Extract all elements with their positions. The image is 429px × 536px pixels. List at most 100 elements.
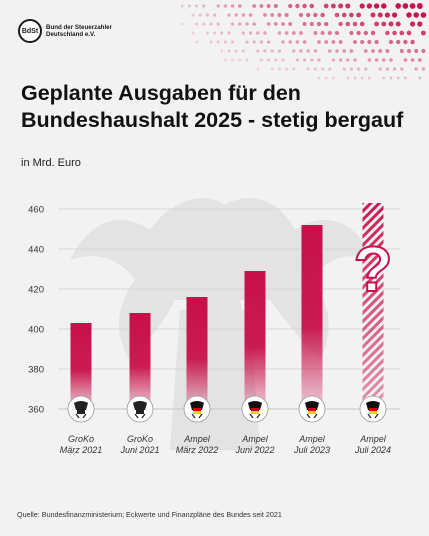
bar-rect [186, 297, 208, 409]
decor-dot [367, 39, 372, 45]
x-tick-label: Ampel [298, 434, 326, 444]
decor-dot [385, 67, 390, 71]
decor-dot [316, 21, 322, 27]
decor-dot [248, 13, 253, 17]
decor-dot [220, 31, 224, 35]
x-tick-label: Juli 2024 [354, 445, 391, 455]
x-tick-label: März 2021 [60, 445, 103, 455]
decor-dot [256, 31, 260, 35]
decor-dot [298, 12, 304, 18]
decor-dot [306, 67, 310, 71]
decor-dot [241, 13, 246, 17]
decor-dot [234, 49, 238, 53]
decor-dot [274, 58, 278, 62]
decor-dot [195, 4, 199, 8]
y-tick-label: 380 [28, 365, 44, 376]
decor-dot [317, 76, 321, 80]
decor-dot [381, 3, 387, 9]
decor-dot [191, 13, 195, 17]
decor-dot [346, 58, 350, 62]
decor-dot [216, 40, 220, 44]
federal-eagle-icon [67, 395, 95, 423]
decor-dot [266, 22, 271, 26]
bar-4 [301, 225, 323, 409]
decor-dot [349, 67, 353, 71]
decor-dot [270, 67, 274, 71]
decor-dot [403, 39, 408, 45]
decor-dot [285, 67, 289, 71]
decor-dot [259, 4, 264, 8]
decor-dot [328, 67, 332, 71]
decor-dot [363, 49, 368, 53]
decor-dot [349, 30, 354, 36]
decor-dot [241, 31, 246, 35]
decor-dot [263, 49, 267, 53]
decor-dot [410, 39, 415, 45]
decor-dot [353, 58, 357, 62]
decor-dot [263, 31, 267, 35]
decor-dot [248, 31, 253, 35]
decor-dot [223, 4, 228, 8]
decor-dot [209, 22, 213, 26]
decor-dot [360, 76, 364, 80]
decor-dot [252, 40, 256, 44]
decor-dot [345, 21, 351, 27]
decor-dot [320, 31, 325, 35]
decor-dot [391, 12, 398, 18]
decor-dot [374, 21, 379, 27]
decor-dot [381, 58, 386, 62]
eagle-watermark-icon [70, 198, 375, 450]
decor-dot [310, 58, 314, 62]
decor-dot [331, 76, 335, 80]
decor-dot [421, 67, 426, 71]
decor-dot [356, 12, 362, 18]
decor-dot [400, 67, 404, 71]
bar-3 [244, 271, 266, 409]
decor-dot [402, 3, 409, 9]
decor-dot [230, 22, 235, 26]
decor-dot [382, 76, 386, 80]
decor-dot [227, 31, 231, 35]
decor-dot [374, 58, 379, 62]
decor-dot [321, 67, 325, 71]
y-tick-label: 400 [28, 325, 44, 336]
x-tick-label: Ampel [241, 434, 269, 444]
decor-dot [302, 21, 307, 27]
decor-dot [223, 40, 227, 44]
bar-rect [244, 271, 266, 409]
bar-striped [362, 203, 384, 409]
decor-dot [187, 4, 191, 8]
decor-dot [270, 49, 274, 53]
decor-dot [385, 30, 390, 36]
decor-dot [299, 49, 303, 53]
decor-dot [385, 49, 390, 53]
decor-dot [313, 12, 318, 18]
decor-dot [320, 12, 325, 18]
decor-dot [342, 49, 347, 53]
decor-dot [309, 3, 315, 9]
x-tick-label: GroKo [68, 434, 94, 444]
decor-dot [392, 67, 397, 71]
decor-dot [338, 58, 343, 62]
decor-dot [313, 67, 317, 71]
decor-dot [396, 76, 400, 80]
decor-dot [288, 22, 293, 26]
decor-dot [359, 21, 365, 27]
decor-dot [341, 12, 347, 18]
decor-dot [292, 49, 296, 53]
decor-dot [237, 4, 242, 8]
decor-dot [417, 58, 422, 62]
y-tick-label: 440 [28, 245, 44, 256]
decor-dot [324, 40, 329, 44]
decor-dot [295, 3, 300, 9]
decor-dot [410, 58, 415, 62]
federal-eagle-icon [359, 395, 387, 423]
decor-dot [388, 39, 394, 45]
bar-2 [186, 297, 208, 409]
x-tick-label: GroKo [127, 434, 153, 444]
decor-dot [356, 30, 361, 36]
x-tick-label: Juni 2021 [119, 445, 159, 455]
decor-dot [223, 58, 227, 62]
decor-dot [256, 49, 260, 53]
decor-dot [334, 30, 340, 36]
